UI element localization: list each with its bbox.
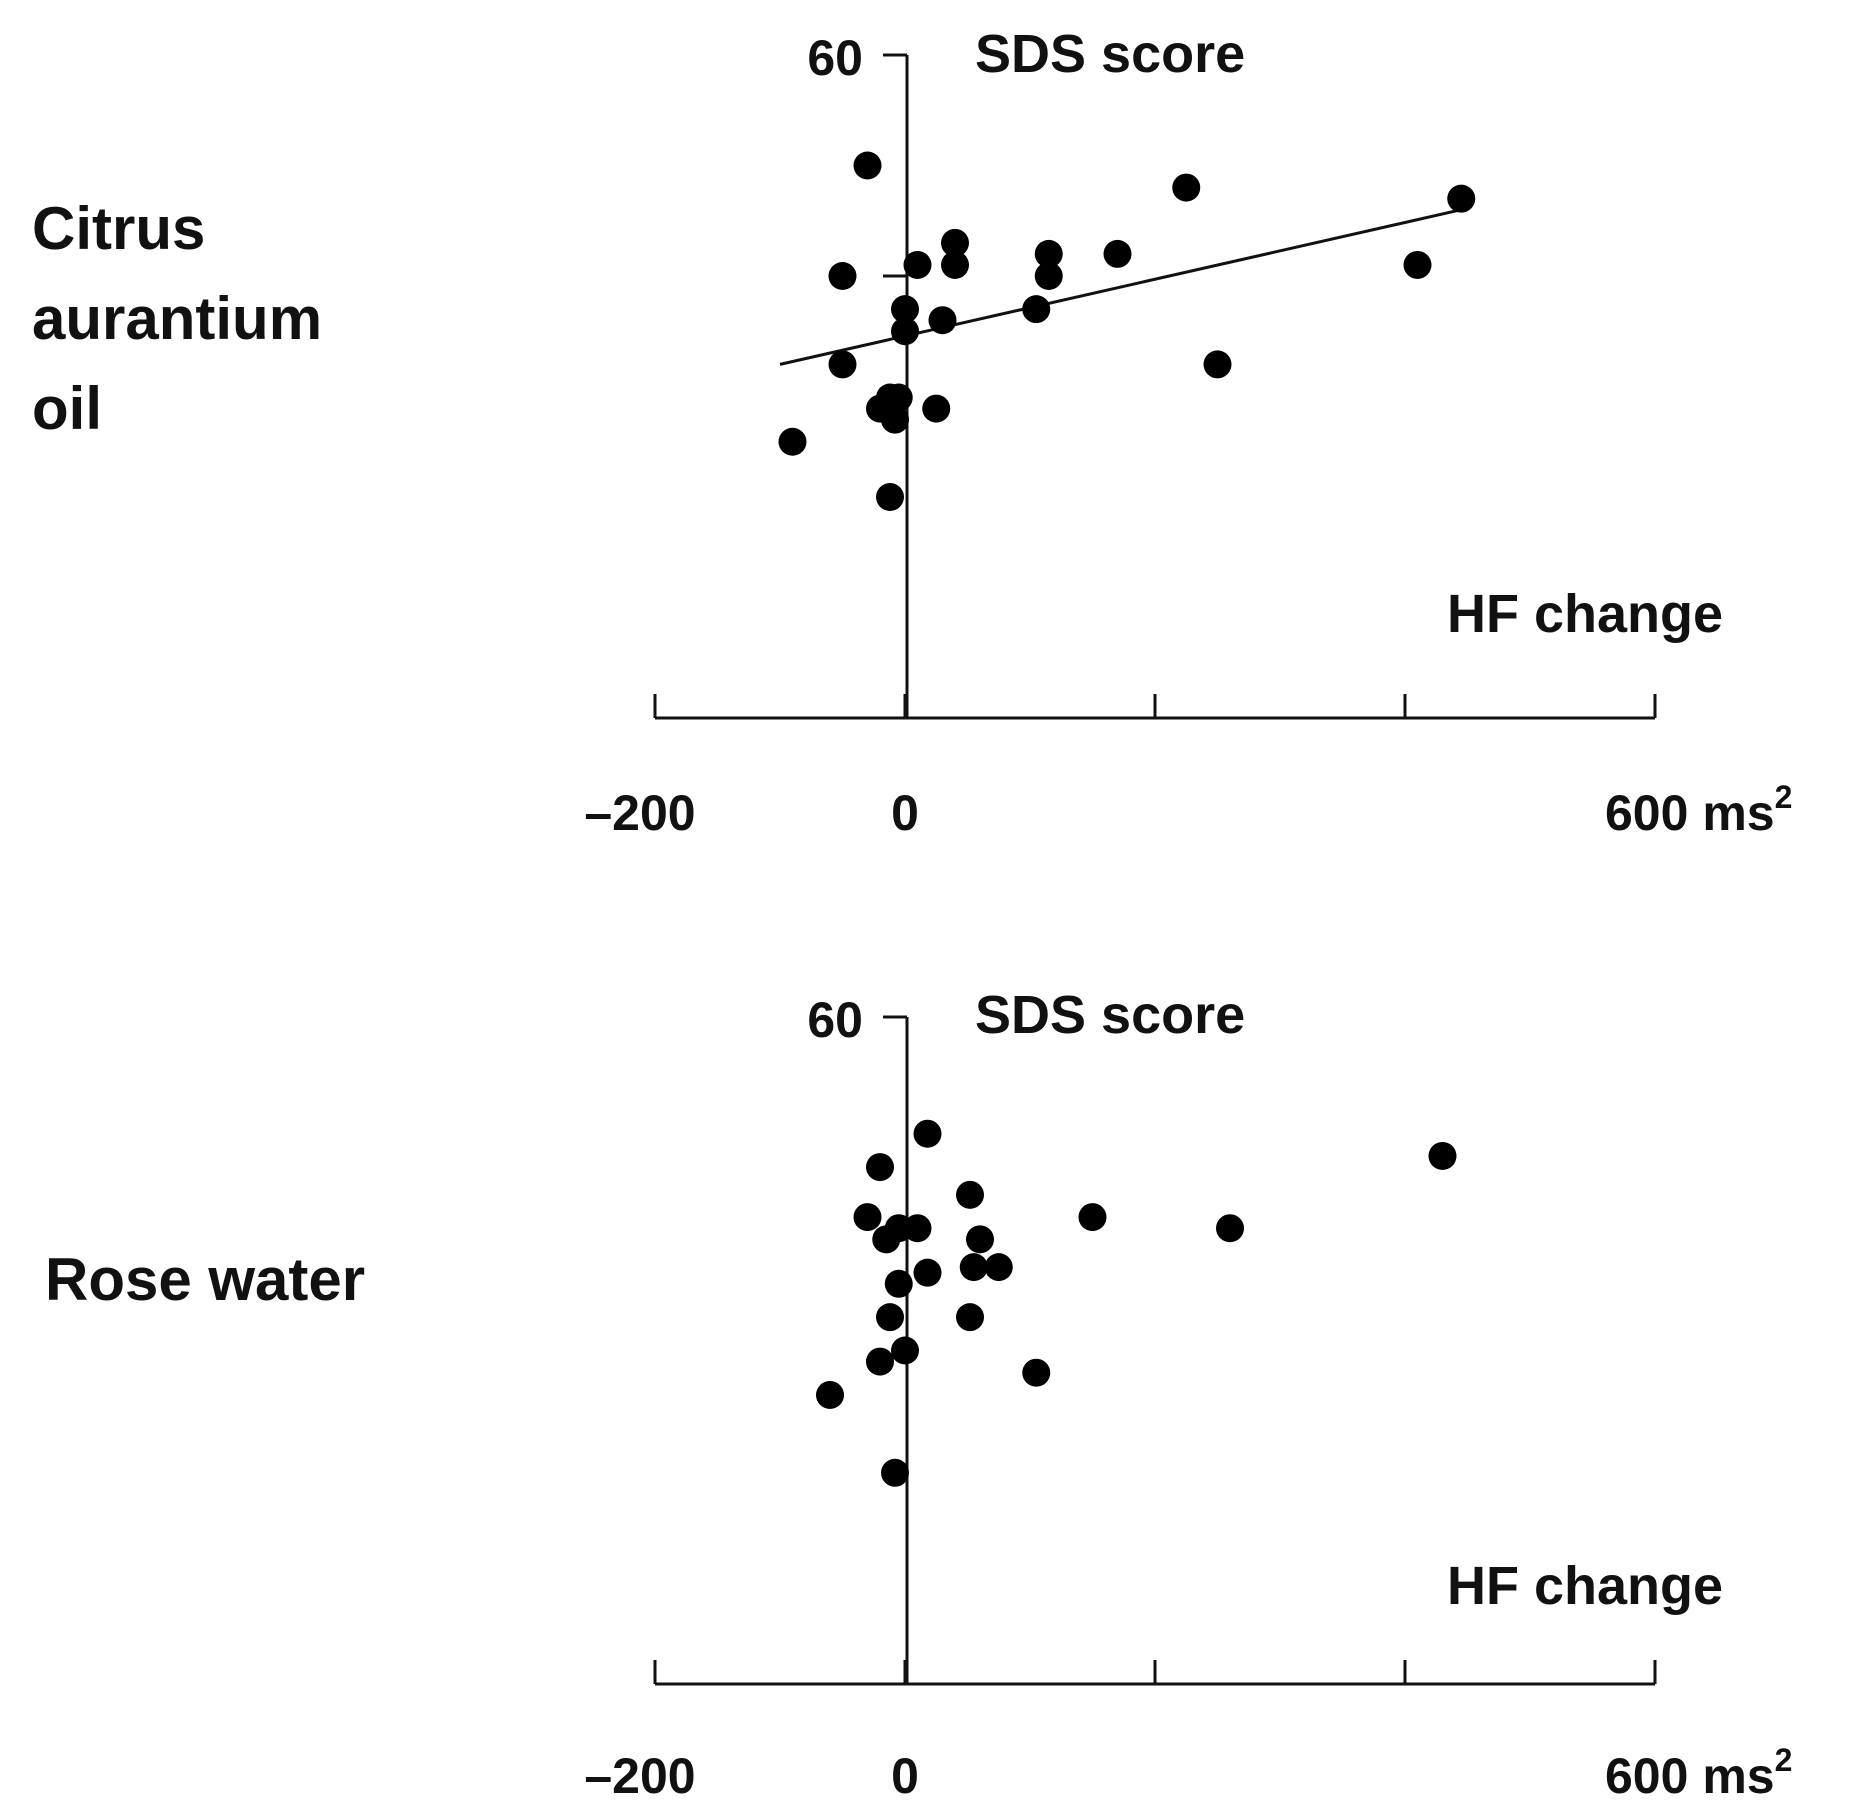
data-point <box>1034 239 1063 268</box>
data-point <box>1428 1141 1457 1170</box>
data-point <box>891 317 919 346</box>
data-point <box>941 228 969 257</box>
data-point <box>913 1119 942 1148</box>
x-tick-label-unit: 600 ms2 <box>1605 1742 1792 1804</box>
x-unit-superscript: 2 <box>1775 779 1793 815</box>
panel-label-citrus: Citrus aurantium oil <box>32 195 323 442</box>
data-point <box>903 1214 932 1243</box>
data-point <box>1078 1203 1107 1232</box>
data-point <box>866 1347 894 1376</box>
y-axis-title: SDS score <box>975 985 1245 1045</box>
data-point <box>891 295 919 324</box>
data-point <box>816 1380 844 1409</box>
data-point <box>959 1253 988 1282</box>
data-point <box>1203 350 1232 379</box>
y-axis-title: SDS score <box>975 24 1245 84</box>
data-point <box>903 250 932 279</box>
x-axis-title: HF change <box>1447 584 1723 644</box>
x-tick-label: –200 <box>584 1748 695 1804</box>
x-tick-label-unit: 600 ms2 <box>1605 779 1792 841</box>
data-point <box>853 151 882 180</box>
panel-label-rose: Rose water <box>45 1246 366 1313</box>
data-point <box>1172 173 1201 202</box>
data-point <box>966 1225 994 1254</box>
scatter-panel-rose: 60 SDS score HF change –200 0 600 ms2 <box>584 985 1792 1804</box>
data-point <box>891 1336 919 1365</box>
data-point <box>956 1180 984 1209</box>
x-tick-label: 0 <box>891 1748 919 1804</box>
data-point <box>778 427 807 456</box>
data-point <box>828 262 857 290</box>
x-unit-superscript: 2 <box>1775 1742 1793 1778</box>
data-point <box>881 1458 909 1487</box>
data-point <box>884 383 913 412</box>
data-point <box>1216 1214 1244 1243</box>
scatter-panel-citrus: 60 SDS score HF change –200 0 600 ms2 <box>584 24 1792 841</box>
data-point <box>941 250 969 279</box>
data-point <box>876 483 904 511</box>
data-point <box>876 1303 904 1332</box>
data-point <box>881 405 909 434</box>
data-point <box>1022 1358 1051 1387</box>
data-point <box>1034 262 1063 290</box>
data-point <box>928 306 957 335</box>
data-point <box>984 1253 1013 1282</box>
data-point <box>1022 295 1051 324</box>
data-point <box>922 394 951 423</box>
x-axis-title: HF change <box>1447 1556 1723 1616</box>
trend-line <box>779 208 1462 366</box>
data-point <box>828 350 857 379</box>
data-point <box>853 1203 882 1232</box>
data-point <box>1403 250 1432 279</box>
data-point <box>1103 239 1132 268</box>
data-point <box>956 1303 984 1332</box>
data-point <box>1447 184 1476 213</box>
data-point <box>913 1258 942 1287</box>
x-tick-label: –200 <box>584 785 695 841</box>
data-point <box>884 1269 913 1298</box>
y-tick-label: 60 <box>807 30 863 86</box>
y-tick-label: 60 <box>807 992 863 1048</box>
data-point <box>866 1153 894 1182</box>
x-tick-label: 0 <box>891 785 919 841</box>
